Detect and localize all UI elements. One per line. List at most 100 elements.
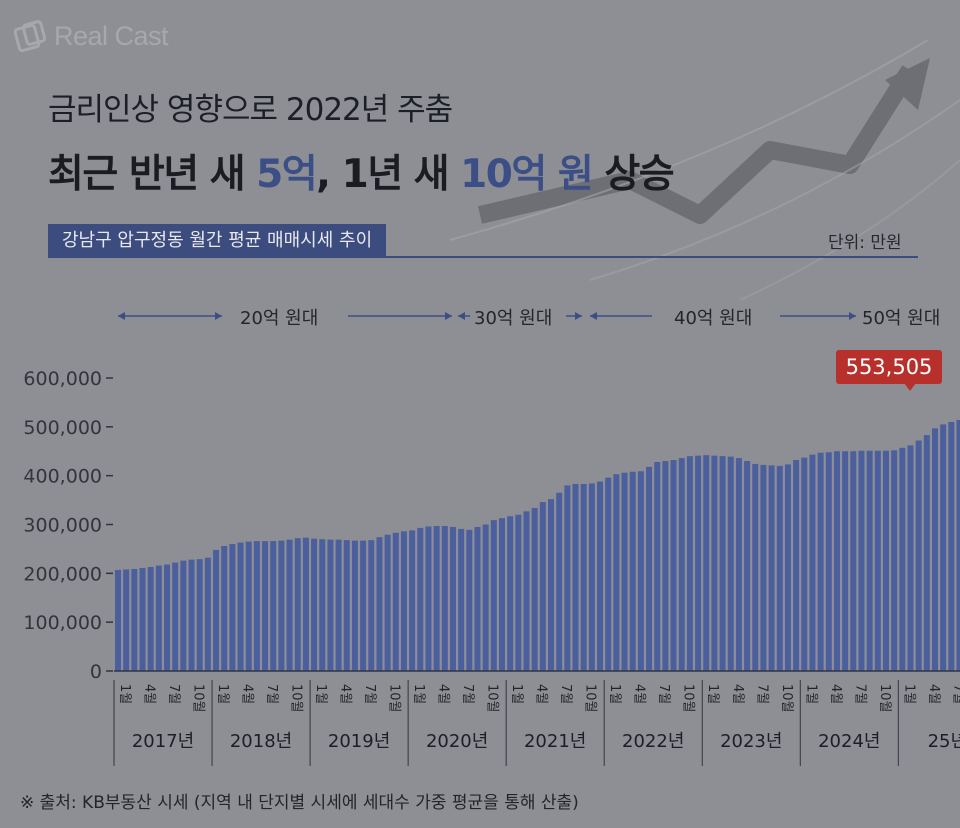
month-tick-label: 4월 bbox=[338, 684, 353, 704]
month-tick-label: 10월 bbox=[387, 684, 402, 713]
bar bbox=[343, 540, 350, 671]
bar bbox=[507, 516, 514, 671]
bar bbox=[874, 450, 881, 671]
bar bbox=[327, 539, 334, 671]
bar bbox=[891, 450, 898, 671]
bar bbox=[907, 445, 914, 671]
bar bbox=[294, 538, 301, 671]
bar bbox=[286, 539, 293, 671]
month-tick-label: 10월 bbox=[877, 684, 892, 713]
bar bbox=[196, 559, 203, 671]
bar bbox=[147, 566, 154, 671]
bar bbox=[368, 540, 375, 671]
bar bbox=[793, 460, 800, 671]
bar bbox=[825, 452, 832, 671]
main-title-part: 상승 bbox=[592, 152, 674, 197]
bar bbox=[229, 544, 236, 671]
month-tick-label: 4월 bbox=[632, 684, 647, 704]
bar bbox=[490, 520, 497, 671]
y-axis: 0 100,000 200,000 300,000 400,000 500,000 600,… bbox=[23, 368, 113, 683]
era-label-20eok: 20억 원대 bbox=[240, 308, 319, 329]
bar bbox=[531, 507, 538, 671]
bar bbox=[172, 562, 179, 671]
month-tick-label: 4월 bbox=[142, 684, 157, 704]
bar bbox=[621, 472, 628, 671]
bar bbox=[204, 557, 211, 671]
month-tick-label: 7월 bbox=[558, 684, 573, 704]
bar bbox=[703, 455, 710, 671]
bar bbox=[392, 532, 399, 671]
realcast-logo-icon bbox=[14, 20, 47, 53]
bar bbox=[882, 450, 889, 671]
bar bbox=[433, 525, 440, 671]
bar bbox=[817, 452, 824, 671]
bar bbox=[556, 492, 563, 671]
month-tick-label: 10월 bbox=[583, 684, 598, 713]
bar bbox=[605, 477, 612, 671]
bar bbox=[409, 530, 416, 671]
bar bbox=[646, 466, 653, 671]
bar bbox=[474, 526, 481, 671]
year-label: 2024년 bbox=[818, 731, 880, 752]
bar bbox=[302, 537, 309, 671]
bar bbox=[670, 460, 677, 671]
bar bbox=[735, 458, 742, 671]
bar bbox=[164, 564, 171, 671]
bar bbox=[115, 569, 121, 671]
bar bbox=[801, 457, 808, 671]
bar bbox=[719, 456, 726, 671]
era-arrow-head bbox=[590, 312, 597, 320]
bar bbox=[752, 463, 759, 671]
month-tick-label: 1월 bbox=[313, 684, 328, 704]
bar bbox=[686, 456, 693, 671]
month-tick-label: 7월 bbox=[852, 684, 867, 704]
year-label: 2021년 bbox=[524, 731, 586, 752]
month-tick-label: 7월 bbox=[656, 684, 671, 704]
era-arrow-head bbox=[118, 312, 125, 320]
month-tick-label: 1월 bbox=[705, 684, 720, 704]
bar bbox=[858, 450, 865, 671]
logo-text: Real Cast bbox=[54, 20, 169, 51]
headline: 금리인상 영향으로 2022년 주춤 bbox=[48, 92, 453, 128]
bar bbox=[760, 464, 767, 671]
highlight-5eok: 5억 bbox=[256, 152, 318, 197]
bar bbox=[270, 541, 277, 671]
month-tick-label: 10월 bbox=[779, 684, 794, 713]
bar bbox=[417, 527, 424, 671]
bar bbox=[932, 428, 938, 671]
y-tick-label: 500,000 bbox=[23, 417, 102, 439]
month-tick-label: 10월 bbox=[191, 684, 206, 713]
logo: Real Cast bbox=[14, 18, 169, 54]
era-label-40eok: 40억 원대 bbox=[674, 308, 753, 329]
month-tick-label: 4월 bbox=[240, 684, 255, 704]
year-label: 2017년 bbox=[132, 731, 194, 752]
y-tick-label: 300,000 bbox=[23, 515, 102, 537]
arrow-decoration-icon bbox=[449, 40, 960, 301]
bar bbox=[809, 454, 816, 671]
bar bbox=[482, 524, 489, 671]
latest-value-callout: 553,505 bbox=[836, 350, 942, 384]
month-tick-label: 1월 bbox=[803, 684, 818, 704]
bar bbox=[784, 464, 791, 671]
month-tick-label: 7월 bbox=[754, 684, 769, 704]
month-tick-label: 4월 bbox=[926, 684, 941, 704]
bar bbox=[449, 526, 456, 671]
bar bbox=[548, 499, 555, 671]
era-arrow-head bbox=[575, 312, 582, 320]
y-tick-label: 400,000 bbox=[23, 466, 102, 488]
bar bbox=[180, 560, 187, 671]
month-tick-label: 1월 bbox=[117, 684, 132, 704]
month-tick-label: 1월 bbox=[411, 684, 426, 704]
month-tick-label: 4월 bbox=[730, 684, 745, 704]
bar bbox=[253, 541, 260, 671]
bar bbox=[580, 483, 587, 671]
bar bbox=[221, 545, 228, 671]
bar bbox=[662, 461, 669, 671]
bar bbox=[923, 435, 930, 671]
bar bbox=[311, 538, 318, 671]
bar bbox=[711, 455, 718, 671]
bar bbox=[597, 481, 604, 671]
callout-pointer bbox=[904, 383, 916, 391]
month-tick-label: 7월 bbox=[950, 684, 960, 704]
bar bbox=[139, 567, 146, 671]
